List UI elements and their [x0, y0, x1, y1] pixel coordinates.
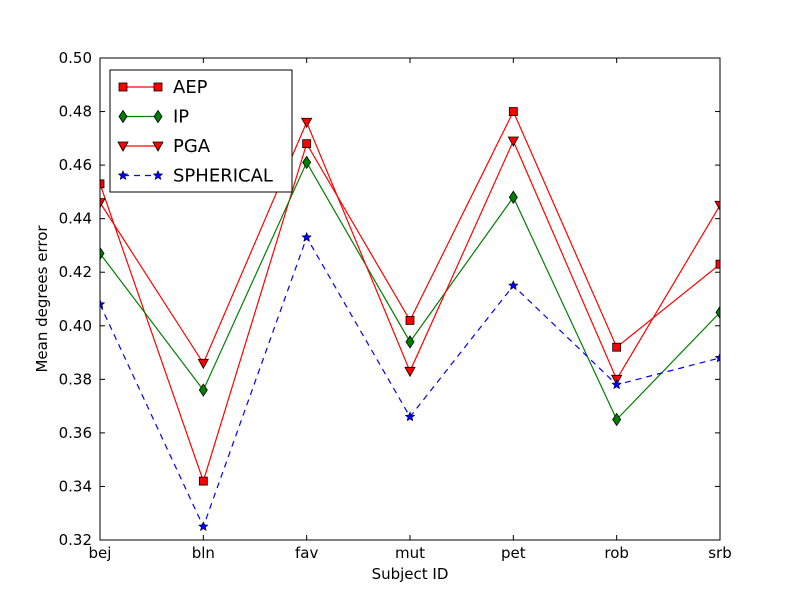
y-tick-label: 0.44: [59, 210, 92, 228]
axis-ticks: 0.32 0.34 0.36 0.38 0.40 0.42 0.44 0.46 0.48 0.50…: [59, 49, 732, 562]
y-tick-label: 0.38: [59, 370, 92, 388]
legend-marker-spherical: [152, 169, 164, 181]
data-point-pga: [100, 198, 106, 209]
y-tick-label: 0.50: [59, 49, 92, 67]
data-point-spherical: [714, 352, 720, 363]
y-tick-label: 0.36: [59, 424, 92, 442]
data-point-ip: [100, 246, 105, 261]
legend-label-pga: PGA: [173, 136, 211, 157]
legend-label-ip: IP: [173, 107, 189, 128]
data-point-spherical: [404, 411, 416, 422]
data-point-aep: [302, 139, 312, 149]
x-tick-label: pet: [501, 544, 526, 562]
data-point-spherical: [197, 520, 209, 532]
series-ip: [100, 155, 720, 427]
y-axis-label: Mean degrees error: [33, 225, 51, 373]
y-tick-label: 0.32: [59, 531, 92, 549]
data-point-ip: [612, 412, 622, 427]
data-point-pga: [404, 366, 416, 378]
x-tick-label: fav: [295, 544, 318, 562]
data-point-spherical: [507, 279, 519, 291]
data-point-ip: [405, 335, 415, 349]
legend-marker-ip: [153, 109, 163, 124]
data-point-pga: [197, 358, 210, 370]
legend-marker-ip: [118, 109, 128, 124]
data-point-ip: [302, 155, 312, 170]
data-point-aep: [405, 316, 415, 325]
y-tick-label: 0.46: [59, 156, 92, 174]
data-point-aep: [198, 476, 208, 486]
x-axis-label: Subject ID: [372, 565, 449, 583]
data-point-aep: [508, 107, 518, 116]
legend-entry-spherical: SPHERICAL: [117, 166, 273, 187]
data-point-spherical: [100, 298, 106, 309]
legend-entry-pga: PGA: [117, 136, 211, 157]
legend-label-aep: AEP: [173, 77, 208, 98]
x-tick-label: bln: [192, 544, 215, 562]
data-point-aep: [100, 179, 105, 189]
series-spherical: [100, 231, 720, 532]
data-point-pga: [507, 136, 520, 147]
series-aep: [100, 107, 720, 486]
data-point-aep: [612, 342, 622, 352]
data-point-pga: [714, 200, 720, 212]
data-point-ip: [198, 383, 208, 397]
legend-entry-aep: AEP: [118, 77, 208, 98]
legend: AEP IP PGA SPHERICAL: [109, 69, 293, 193]
x-tick-label: rob: [604, 544, 629, 562]
legend-marker-pga: [117, 141, 129, 152]
x-tick-label: mut: [395, 544, 425, 562]
legend-label-spherical: SPHERICAL: [173, 166, 273, 187]
x-tick-label: srb: [708, 544, 732, 562]
data-point-ip: [715, 305, 720, 320]
legend-marker-spherical: [117, 169, 129, 181]
y-tick-label: 0.48: [59, 103, 92, 121]
data-point-spherical: [611, 379, 623, 390]
legend-marker-aep: [153, 82, 163, 92]
x-tick-label: bej: [89, 544, 112, 562]
legend-entry-ip: IP: [118, 107, 189, 128]
data-point-aep: [715, 259, 720, 269]
data-point-pga: [300, 117, 313, 129]
data-point-spherical: [301, 231, 313, 243]
legend-marker-pga: [152, 141, 164, 152]
legend-marker-aep: [118, 82, 128, 92]
legend-box: [109, 69, 293, 193]
data-point-ip: [508, 190, 518, 204]
series-line-spherical: [100, 235, 720, 529]
series-layer: [100, 107, 720, 532]
y-tick-label: 0.42: [59, 263, 92, 281]
y-tick-label: 0.40: [59, 317, 92, 335]
series-line-ip: [100, 161, 720, 421]
y-tick-label: 0.34: [59, 477, 92, 495]
